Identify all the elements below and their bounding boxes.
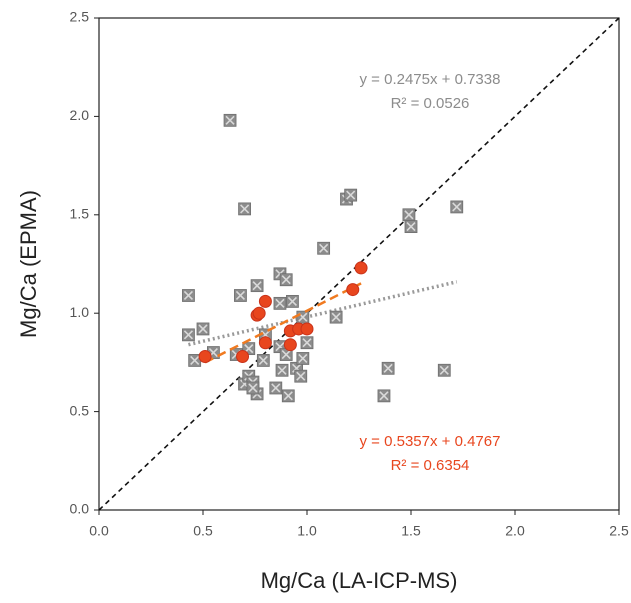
point	[283, 338, 297, 352]
point	[404, 220, 418, 234]
point	[256, 354, 270, 367]
point-cross	[452, 202, 462, 212]
point-cross	[283, 391, 293, 401]
y-tick-label: 1.0	[70, 304, 90, 320]
point	[354, 261, 368, 275]
point	[437, 363, 451, 377]
point-cross	[296, 371, 306, 381]
point-cross	[404, 210, 414, 220]
point	[223, 113, 237, 127]
point	[273, 296, 287, 310]
trend-r-squared: R² = 0.0526	[391, 95, 470, 112]
point-cross	[198, 324, 208, 334]
x-tick-label: 1.5	[401, 523, 421, 539]
point	[329, 310, 343, 324]
x-tick-label: 1.0	[297, 523, 317, 539]
point-cross	[302, 338, 312, 348]
trend-line	[204, 282, 362, 364]
point	[236, 349, 250, 363]
x-tick-label: 0.0	[89, 523, 109, 539]
point	[182, 328, 195, 342]
point	[346, 283, 360, 297]
point	[286, 294, 299, 308]
point	[238, 202, 252, 216]
point-cross	[287, 296, 298, 306]
y-tick-label: 2.5	[70, 9, 90, 25]
x-tick-label: 0.5	[193, 523, 213, 539]
trend-equation: y = 0.2475x + 0.7338	[360, 71, 501, 88]
point-cross	[258, 355, 268, 365]
point	[246, 381, 260, 395]
point-cross	[240, 204, 250, 214]
trend-line	[188, 280, 458, 347]
point	[279, 348, 293, 361]
point	[188, 354, 202, 367]
point-cross	[346, 190, 356, 200]
point	[300, 322, 314, 336]
point	[377, 389, 391, 403]
x-tick-label: 2.0	[505, 523, 525, 539]
y-tick-label: 2.0	[70, 107, 90, 123]
point	[250, 279, 264, 293]
point	[450, 200, 464, 214]
point	[296, 352, 310, 365]
point-cross	[379, 391, 389, 401]
point	[275, 363, 289, 377]
point-cross	[271, 383, 281, 393]
point	[198, 349, 212, 363]
point-cross	[183, 330, 194, 340]
point-cross	[281, 275, 291, 285]
point	[294, 369, 308, 383]
point	[196, 322, 210, 336]
point-cross	[439, 365, 449, 375]
point-cross	[281, 349, 291, 360]
point-cross	[298, 353, 308, 364]
point	[381, 361, 395, 375]
point-cross	[319, 243, 329, 253]
point	[269, 381, 283, 395]
point	[279, 273, 293, 287]
point	[281, 389, 295, 403]
point	[296, 310, 310, 324]
one-to-one-line	[98, 17, 620, 511]
y-axis-label: Mg/Ca (EPMA)	[16, 190, 41, 338]
point-cross	[235, 290, 246, 301]
y-tick-label: 0.5	[70, 402, 90, 418]
point-cross	[225, 115, 235, 125]
point-cross	[277, 365, 287, 375]
y-tick-label: 1.5	[70, 206, 90, 222]
plot-frame	[98, 17, 620, 511]
trend-equation: y = 0.5357x + 0.4767	[360, 433, 501, 450]
trend-r-squared: R² = 0.6354	[391, 457, 470, 474]
point-cross	[275, 298, 285, 308]
point	[344, 188, 358, 202]
x-axis-label: Mg/Ca (LA-ICP-MS)	[261, 568, 458, 593]
point	[300, 336, 314, 350]
point	[252, 306, 266, 320]
point-cross	[183, 290, 194, 301]
point-cross	[252, 281, 262, 291]
point	[402, 208, 416, 222]
point	[258, 336, 272, 350]
point	[182, 289, 195, 302]
point	[258, 294, 272, 308]
x-tick-label: 2.5	[609, 523, 629, 539]
point-cross	[190, 355, 200, 365]
point	[317, 241, 331, 255]
point-cross	[248, 383, 258, 393]
point-cross	[383, 363, 393, 373]
point-cross	[406, 222, 416, 232]
point	[234, 289, 247, 302]
point-cross	[331, 312, 341, 322]
y-tick-label: 0.0	[70, 501, 90, 517]
